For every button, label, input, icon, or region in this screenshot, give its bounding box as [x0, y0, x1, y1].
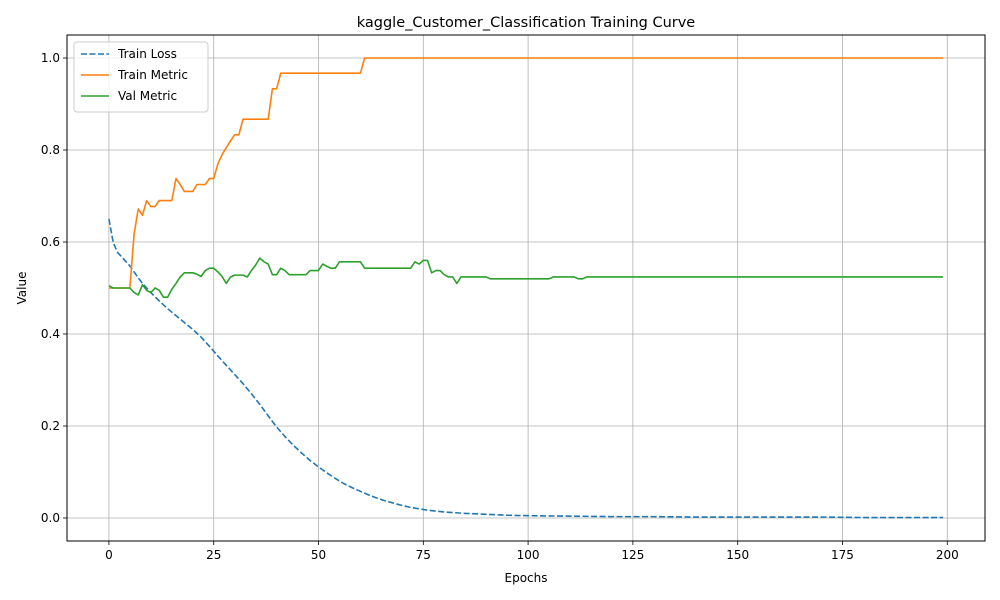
y-tick-label: 0.8 [41, 143, 60, 157]
chart-title: kaggle_Customer_Classification Training … [357, 15, 696, 31]
x-tick-label: 100 [517, 548, 540, 562]
x-tick-label: 125 [621, 548, 644, 562]
legend-label: Train Loss [117, 47, 177, 61]
series-line-val-metric [108, 257, 944, 298]
x-tick-label: 200 [936, 548, 959, 562]
y-tick-label: 1.0 [41, 51, 60, 65]
y-axis-ticks: 0.0 0.2 0.4 0.6 0.8 1.0 [41, 51, 67, 525]
x-tick-label: 25 [206, 548, 221, 562]
x-axis-ticks: 0 25 50 75 100 125 150 175 200 [105, 541, 959, 562]
y-tick-label: 0.2 [41, 419, 60, 433]
legend-label: Train Metric [117, 68, 188, 82]
series-line-train-metric [108, 57, 944, 289]
legend-box [73, 41, 209, 113]
y-axis-label: Value [15, 272, 29, 305]
legend-label: Val Metric [118, 89, 177, 103]
x-tick-label: 175 [831, 548, 854, 562]
x-axis-label: Epochs [505, 571, 548, 585]
legend: Train Loss Train Metric Val Metric [73, 41, 209, 113]
x-tick-label: 75 [416, 548, 431, 562]
plot-lines [108, 57, 944, 519]
y-tick-label: 0.6 [41, 235, 60, 249]
x-tick-label: 50 [311, 548, 326, 562]
y-tick-label: 0.0 [41, 511, 60, 525]
x-tick-label: 0 [105, 548, 113, 562]
y-tick-label: 0.4 [41, 327, 60, 341]
plot-frame [66, 34, 986, 542]
x-tick-label: 150 [726, 548, 749, 562]
